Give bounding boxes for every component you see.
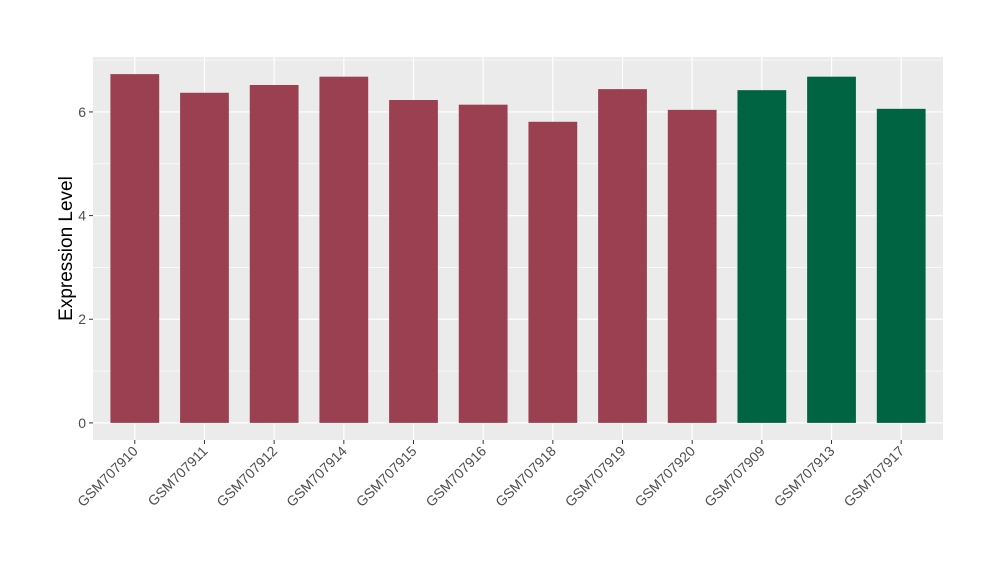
bar-GSM707911	[180, 92, 229, 423]
y-axis-label: Expression Level	[56, 176, 77, 321]
x-tick-label: GSM707917	[840, 443, 907, 510]
x-tick-label: GSM707909	[701, 443, 768, 510]
x-tick-label: GSM707913	[771, 443, 838, 510]
x-tick-label: GSM707920	[631, 443, 698, 510]
x-tick-label: GSM707916	[422, 443, 489, 510]
y-tick-label: 6	[78, 104, 86, 120]
bar-GSM707917	[876, 108, 926, 423]
y-tick-label: 2	[78, 311, 86, 327]
bar-GSM707915	[389, 100, 438, 423]
x-tick-label: GSM707911	[144, 443, 210, 509]
x-tick-label: GSM707915	[353, 443, 420, 510]
bar-GSM707919	[598, 89, 647, 423]
y-tick-label: 4	[78, 208, 86, 224]
bar-GSM707914	[319, 76, 369, 423]
x-tick-label: GSM707914	[283, 443, 350, 510]
x-tick-label: GSM707919	[562, 443, 629, 510]
x-tick-label: GSM707918	[492, 443, 559, 510]
bar-GSM707912	[249, 84, 299, 423]
plot-panel	[93, 57, 943, 440]
x-tick-label: GSM707912	[213, 443, 280, 510]
bar-GSM707916	[458, 104, 508, 423]
bar-GSM707918	[528, 121, 578, 423]
bar-GSM707920	[667, 109, 717, 423]
bar-GSM707913	[807, 76, 856, 423]
bar-GSM707910	[110, 74, 160, 423]
y-tick-label: 0	[78, 415, 86, 431]
bar-GSM707909	[737, 90, 787, 423]
x-tick-label: GSM707910	[74, 443, 141, 510]
